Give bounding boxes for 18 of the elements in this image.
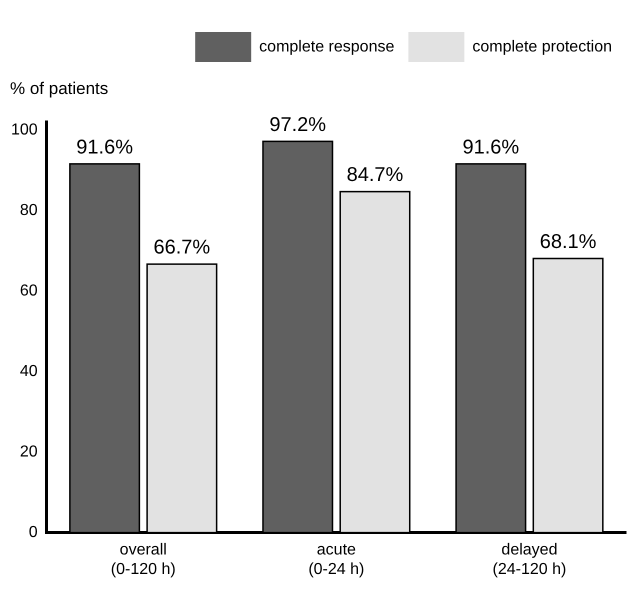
y-tick-label: 0 — [28, 524, 38, 542]
y-tick-label: 20 — [20, 443, 38, 460]
data-label: 84.7% — [346, 164, 404, 186]
x-tick-label: overall (0-120 h) — [110, 542, 176, 578]
y-tick-label: 60 — [20, 282, 38, 300]
x-tick-label: acute (0-24 h) — [308, 542, 364, 578]
data-label: 91.6% — [462, 136, 520, 158]
y-axis-title: % of patients — [10, 79, 108, 98]
data-label: 97.2% — [269, 114, 326, 136]
legend-label: complete protection — [472, 38, 612, 56]
y-tick-label: 80 — [20, 202, 38, 219]
data-label: 91.6% — [76, 136, 134, 158]
y-tick-label: 100 — [10, 121, 38, 138]
y-tick-label: 40 — [20, 362, 38, 380]
data-label: 68.1% — [540, 230, 597, 253]
data-label: 66.7% — [154, 236, 210, 259]
x-tick-label: delayed (24-120 h) — [492, 542, 566, 578]
legend-label: complete response — [259, 38, 394, 56]
